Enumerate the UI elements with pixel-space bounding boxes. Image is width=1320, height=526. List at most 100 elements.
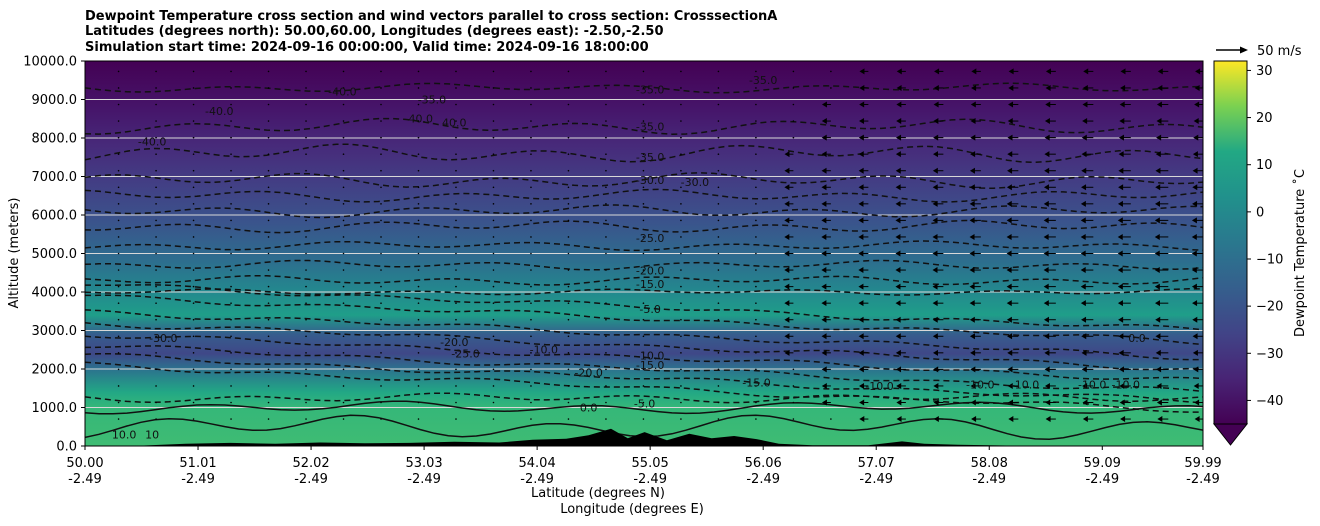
wind-vector [455, 169, 457, 172]
contour-label: -10.0 [1112, 378, 1140, 391]
wind-vector-head [1043, 283, 1049, 290]
wind-vector-head [1119, 118, 1125, 125]
wind-vector [417, 219, 420, 222]
x-tick-label-lon: -2.49 [746, 472, 780, 487]
wind-vector [755, 236, 757, 238]
contour-line [85, 117, 1203, 135]
wind-vector-head [1117, 217, 1123, 224]
wind-vector-head [971, 84, 977, 91]
wind-vector [567, 269, 570, 271]
wind-vector [642, 368, 645, 371]
wind-vector-head [895, 217, 901, 224]
wind-vector [755, 368, 757, 371]
wind-vector [717, 401, 720, 404]
wind-vector [417, 236, 420, 238]
wind-vector [155, 335, 157, 338]
wind-vector [717, 368, 720, 371]
wind-vector [605, 285, 607, 288]
wind-vector-head [970, 382, 976, 389]
wind-vector-head [1008, 416, 1014, 423]
wind-vector-head [1044, 366, 1050, 373]
wind-vector [605, 203, 607, 205]
wind-vector [305, 186, 307, 189]
wind-vector-head [1008, 399, 1014, 406]
wind-vector [792, 418, 795, 420]
wind-key-arrowhead [1240, 46, 1248, 54]
wind-vector [642, 87, 645, 89]
wind-vector [605, 368, 607, 371]
colorbar-tick-label: 10 [1256, 158, 1273, 173]
wind-vector [230, 236, 232, 238]
wind-vector-head [859, 118, 865, 125]
wind-vector-head [821, 233, 827, 240]
wind-vector [642, 70, 645, 73]
wind-vector [492, 169, 495, 172]
wind-vector [605, 236, 607, 238]
contour-label: -35.0 [418, 93, 446, 106]
wind-vector-head [1192, 333, 1198, 340]
y-tick-label: 3000.0 [32, 324, 78, 339]
x-tick-label-lon: -2.49 [294, 472, 328, 487]
wind-vector [380, 203, 382, 205]
wind-vector [642, 103, 645, 106]
wind-vector [305, 401, 307, 404]
colorbar-tick-label: 20 [1256, 111, 1273, 126]
wind-vector-head [933, 134, 939, 141]
wind-vector [417, 120, 420, 122]
wind-vector-head [933, 382, 939, 389]
wind-vector [717, 269, 720, 271]
wind-vector [417, 103, 420, 106]
wind-vector [267, 87, 270, 89]
x-tick-label-lon: -2.49 [859, 472, 893, 487]
wind-key-label: 50 m/s [1257, 44, 1302, 59]
wind-vector [267, 335, 270, 338]
wind-vector-head [1156, 101, 1162, 108]
wind-vector [530, 87, 532, 89]
wind-vector [755, 285, 757, 288]
wind-vector-head [1008, 68, 1014, 75]
wind-vector [530, 269, 532, 271]
wind-vector [192, 169, 195, 172]
contour-labels: -35.0-35.0-35.0-35.0-30.0 -30.0-25.0-20.0… [112, 74, 1146, 441]
wind-vector-head [1082, 416, 1088, 423]
wind-vector-head [1083, 68, 1089, 75]
wind-vector [605, 120, 607, 122]
wind-vector [680, 318, 682, 321]
wind-vector [792, 385, 795, 387]
wind-vector-head [1155, 151, 1161, 158]
wind-vector [680, 385, 682, 387]
wind-vector [755, 302, 757, 304]
wind-vector-head [784, 349, 790, 356]
colorbar-ticks: −40 −30 −20 −10 0 10 20 30 [1247, 64, 1283, 409]
wind-vector [642, 318, 645, 321]
wind-vector [192, 352, 195, 354]
y-tick-label: 2000.0 [32, 363, 78, 378]
wind-vector [117, 269, 120, 271]
wind-vector [755, 70, 757, 73]
wind-vector [417, 352, 420, 354]
wind-vector [717, 302, 720, 304]
wind-vector [267, 302, 270, 304]
wind-vector [642, 169, 645, 172]
wind-vector [192, 335, 195, 338]
wind-vector-head [1193, 118, 1199, 125]
wind-vector-head [1008, 101, 1014, 108]
x-tick-label-lon: -2.49 [1186, 472, 1220, 487]
wind-vector-head [932, 316, 938, 323]
wind-vector-head [1006, 267, 1012, 274]
wind-vector [755, 219, 757, 222]
x-tick-label-lon: -2.49 [633, 472, 667, 487]
wind-vector [117, 418, 120, 420]
wind-vector [530, 385, 532, 387]
wind-vector [342, 136, 345, 139]
wind-vector-head [858, 333, 864, 340]
wind-vector-head [1155, 184, 1161, 191]
wind-vector [117, 70, 120, 73]
wind-vector-head [932, 167, 938, 174]
wind-vector [680, 169, 682, 172]
wind-vector-head [1007, 366, 1013, 373]
wind-vector [380, 169, 382, 172]
wind-vector [417, 186, 420, 189]
wind-vector-head [784, 151, 790, 158]
wind-vector [717, 103, 720, 106]
